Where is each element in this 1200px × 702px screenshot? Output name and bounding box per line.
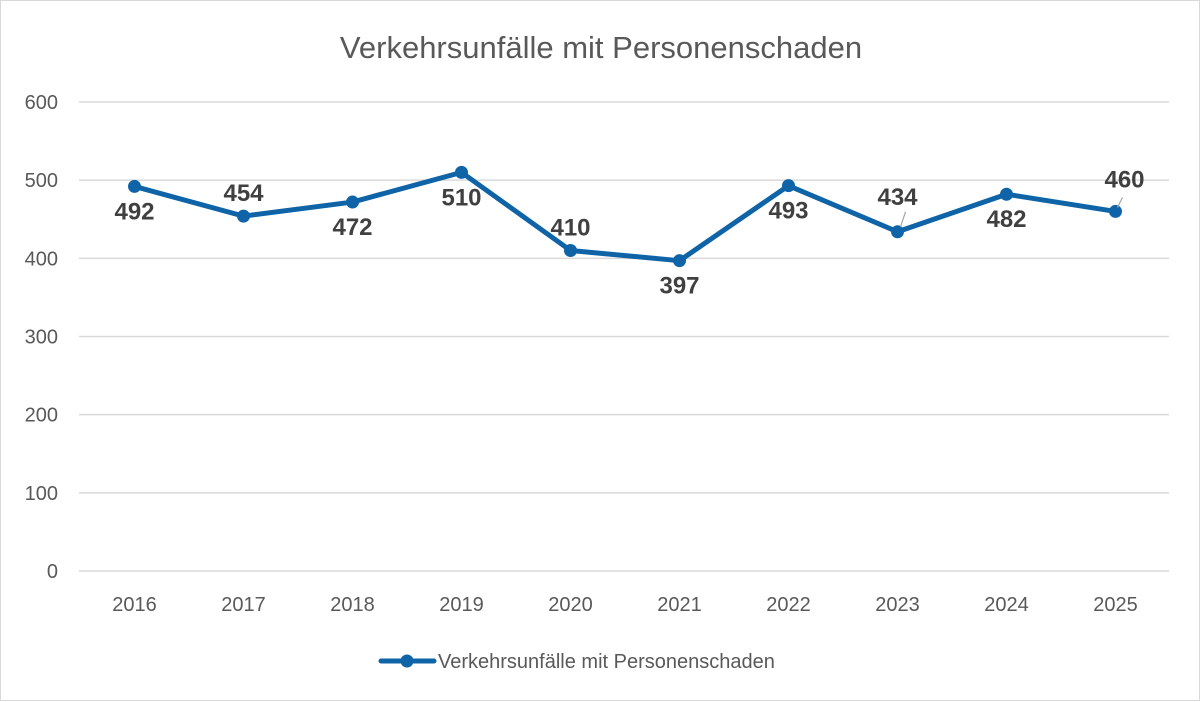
series-line (132, 169, 1118, 264)
data-label: 454 (223, 180, 264, 207)
data-label: 492 (114, 198, 154, 225)
x-tick-label: 2023 (875, 594, 920, 616)
data-point-marker (237, 209, 250, 223)
data-label: 410 (550, 215, 590, 242)
leader-line (1116, 197, 1124, 208)
data-point-marker (1000, 187, 1013, 201)
x-tick-label: 2022 (766, 594, 811, 616)
x-tick-label: 2017 (221, 594, 266, 616)
legend: Verkehrsunfälle mit Personenschaden (378, 651, 775, 673)
y-tick-label: 400 (25, 248, 58, 270)
legend-marker-icon (400, 654, 414, 668)
x-axis-ticks: 2016 2017 2018 2019 2020 2021 2022 2023 2024 2025 (112, 594, 1138, 616)
y-tick-label: 600 (25, 92, 58, 114)
y-tick-label: 200 (25, 405, 58, 427)
y-axis-ticks: 0 100 200 300 400 500 600 (25, 92, 58, 583)
data-point-marker (455, 165, 468, 179)
series-polyline (132, 169, 1118, 264)
x-tick-label: 2018 (330, 594, 375, 616)
y-tick-label: 0 (47, 561, 58, 583)
data-label: 472 (332, 214, 372, 241)
data-point-marker (782, 179, 795, 193)
data-labels: 492 454 472 510 410 397 493 434 482 460 (114, 166, 1144, 299)
data-point-marker (673, 254, 686, 268)
x-tick-label: 2016 (112, 594, 157, 616)
y-tick-label: 500 (25, 170, 58, 192)
data-point-marker (891, 225, 904, 239)
gridlines (79, 101, 1169, 572)
data-point-marker (346, 195, 359, 209)
data-label: 460 (1104, 166, 1144, 193)
data-point-marker (564, 244, 577, 258)
data-label: 397 (659, 273, 699, 300)
y-tick-label: 300 (25, 327, 58, 349)
data-label: 510 (441, 184, 481, 211)
x-tick-label: 2021 (657, 594, 702, 616)
x-tick-label: 2020 (548, 594, 593, 616)
x-tick-label: 2024 (984, 594, 1029, 616)
data-label: 482 (986, 206, 1026, 233)
data-point-marker (128, 179, 141, 193)
data-label: 493 (768, 198, 808, 225)
x-tick-label: 2025 (1093, 594, 1138, 616)
data-point-marker (1109, 204, 1122, 218)
leader-line (899, 211, 907, 227)
series-markers (128, 165, 1122, 268)
x-tick-label: 2019 (439, 594, 484, 616)
data-label: 434 (877, 184, 918, 211)
legend-label: Verkehrsunfälle mit Personenschaden (438, 651, 775, 673)
y-tick-label: 100 (25, 483, 58, 505)
chart-title: Verkehrsunfälle mit Personenschaden (340, 30, 862, 65)
